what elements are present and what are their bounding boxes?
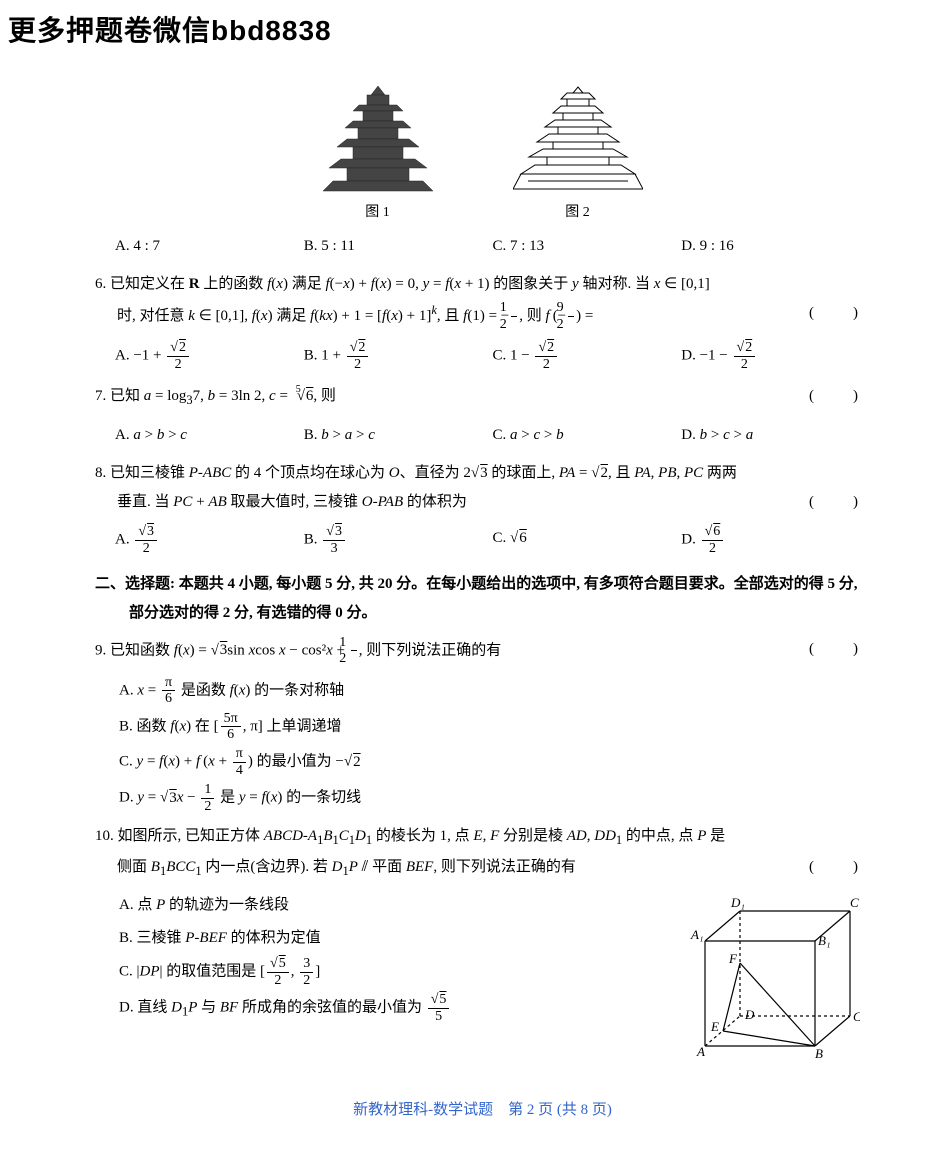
- q9-option-a: A. x = π6 是函数 f(x) 的一条对称轴: [119, 675, 870, 707]
- svg-text:D₁: D₁: [730, 895, 745, 910]
- answer-paren: ( ): [831, 853, 870, 882]
- option-b: B. 5 : 11: [304, 232, 493, 261]
- section-2-title: 二、选择题: 本题共 4 小题, 每小题 5 分, 共 20 分。在每小题给出的…: [95, 570, 870, 627]
- q9-option-b: B. 函数 f(x) 在 [5π6, π] 上单调递增: [119, 711, 870, 743]
- question-10: 10. 如图所示, 已知正方体 ABCD-A1B1C1D1 的棱长为 1, 点 …: [95, 822, 870, 884]
- option-c: C. a > c > b: [493, 421, 682, 450]
- option-a: A. √32: [115, 524, 304, 556]
- option-d: D. 9 : 16: [681, 232, 870, 261]
- watermark-text: 更多押题卷微信bbd8838: [0, 0, 950, 61]
- option-d: D. −1 − √22: [681, 340, 870, 372]
- figure-2: 图 2: [513, 81, 643, 227]
- option-a: A. −1 + √22: [115, 340, 304, 372]
- answer-paren: ( ): [831, 488, 870, 517]
- pagoda-photo-icon: [323, 81, 433, 196]
- option-c: C. 7 : 13: [493, 232, 682, 261]
- q9-num: 9.: [95, 642, 106, 658]
- question-7: 7. 已知 a = log37, b = 3ln 2, c = 5√6, 则 (…: [95, 382, 870, 413]
- q6-num: 6.: [95, 276, 106, 292]
- svg-text:C: C: [853, 1009, 860, 1024]
- pagoda-lineart-icon: [513, 81, 643, 196]
- question-8: 8. 已知三棱锥 P-ABC 的 4 个顶点均在球心为 O、直径为 2√3 的球…: [95, 459, 870, 516]
- cube-figure: A B C D A₁ B₁ C₁ D₁ E F: [685, 891, 860, 1072]
- svg-text:D: D: [744, 1007, 755, 1022]
- q8-num: 8.: [95, 465, 106, 481]
- figure-1: 图 1: [323, 81, 433, 227]
- svg-text:F: F: [728, 951, 738, 966]
- answer-paren: ( ): [831, 635, 870, 664]
- q7-options: A. a > b > c B. b > a > c C. a > c > b D…: [115, 421, 870, 450]
- svg-text:E: E: [710, 1019, 719, 1034]
- option-c: C. √6: [493, 524, 682, 556]
- figures-row: 图 1: [95, 81, 870, 227]
- figure-1-caption: 图 1: [323, 200, 433, 227]
- option-a: A. 4 : 7: [115, 232, 304, 261]
- svg-text:A: A: [696, 1044, 705, 1059]
- option-c: C. 1 − √22: [493, 340, 682, 372]
- svg-text:A₁: A₁: [690, 927, 703, 942]
- option-a: A. a > b > c: [115, 421, 304, 450]
- q10-num: 10.: [95, 828, 114, 844]
- q9-option-d: D. y = √3x − 12 是 y = f(x) 的一条切线: [119, 782, 870, 814]
- q6-options: A. −1 + √22 B. 1 + √22 C. 1 − √22 D. −1 …: [115, 340, 870, 372]
- svg-text:B: B: [815, 1046, 823, 1061]
- page-content: 图 1: [0, 61, 950, 1144]
- option-d: D. b > c > a: [681, 421, 870, 450]
- q8-options: A. √32 B. √33 C. √6 D. √62: [115, 524, 870, 556]
- answer-paren: ( ): [831, 382, 870, 411]
- page-footer: 新教材理科-数学试题 第 2 页 (共 8 页): [95, 1096, 870, 1125]
- option-b: B. b > a > c: [304, 421, 493, 450]
- option-b: B. 1 + √22: [304, 340, 493, 372]
- svg-text:C₁: C₁: [850, 895, 860, 910]
- question-9: 9. 已知函数 f(x) = √3sin xcos x − cos²x + 12…: [95, 635, 870, 667]
- svg-text:B₁: B₁: [818, 933, 830, 948]
- option-b: B. √33: [304, 524, 493, 556]
- answer-paren: ( ): [831, 299, 870, 328]
- option-d: D. √62: [681, 524, 870, 556]
- figure-2-caption: 图 2: [513, 200, 643, 227]
- cube-diagram-icon: A B C D A₁ B₁ C₁ D₁ E F: [685, 891, 860, 1061]
- q7-num: 7.: [95, 388, 106, 404]
- question-6: 6. 已知定义在 R 上的函数 f(x) 满足 f(−x) + f(x) = 0…: [95, 270, 870, 332]
- q9-option-c: C. y = f(x) + f (x + π4) 的最小值为 −√2: [119, 746, 870, 778]
- q5-options: A. 4 : 7 B. 5 : 11 C. 7 : 13 D. 9 : 16: [115, 232, 870, 261]
